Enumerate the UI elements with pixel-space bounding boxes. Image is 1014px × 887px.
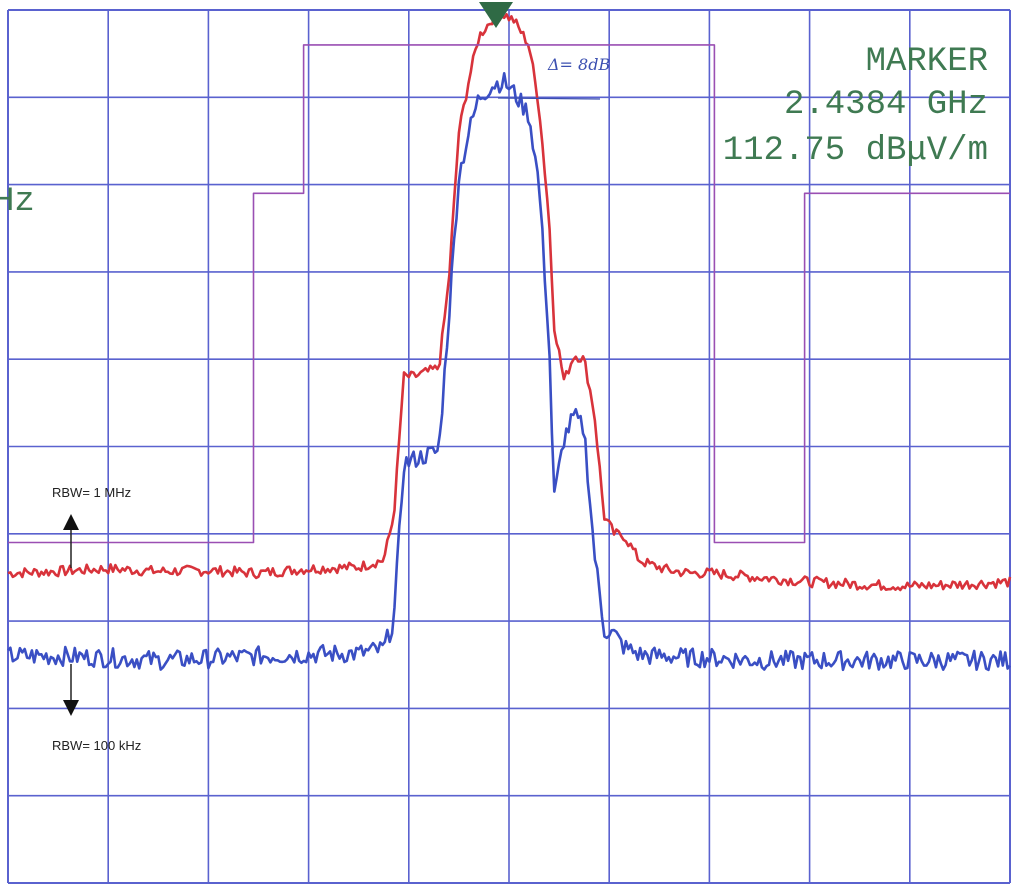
triangle-down-marker-icon — [479, 2, 513, 28]
rbw-1mhz-label: RBW= 1 MHz — [52, 485, 131, 500]
marker-frequency: 2.4384 GHz — [784, 86, 988, 124]
left-clipped-unit: Hz — [0, 183, 35, 221]
limit-line — [8, 44, 1010, 544]
delta-annotation: Δ= 8dB — [547, 55, 610, 74]
series-layer — [7, 10, 1012, 672]
rbw-up-arrow-icon — [63, 514, 79, 568]
trace-rbw-1mhz — [7, 10, 1012, 592]
marker-title: MARKER — [866, 43, 988, 81]
rbw-100khz-label: RBW= 100 kHz — [52, 738, 141, 753]
trace-rbw-100khz — [7, 72, 1012, 672]
delta-tick-line — [497, 97, 601, 100]
marker-level: 112.75 dBμV/m — [723, 132, 988, 170]
rbw-down-arrow-icon — [63, 664, 79, 716]
grid — [7, 9, 1011, 884]
